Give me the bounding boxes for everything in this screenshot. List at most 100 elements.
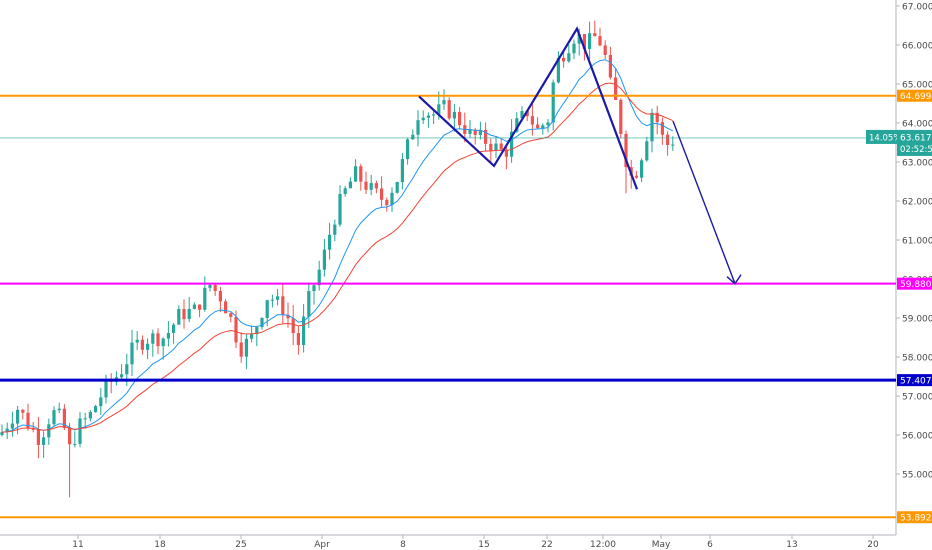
candle-body[interactable] [406, 139, 410, 160]
candle-body[interactable] [432, 114, 436, 116]
candle-body[interactable] [276, 296, 280, 300]
candle-body[interactable] [338, 193, 342, 225]
candle-body[interactable] [645, 141, 649, 161]
candle-body[interactable] [31, 428, 35, 430]
candle-body[interactable] [140, 339, 144, 350]
candle-body[interactable] [520, 110, 524, 119]
candle-body[interactable] [400, 159, 404, 183]
candle-body[interactable] [239, 342, 243, 357]
candle-body[interactable] [26, 412, 30, 429]
candle-body[interactable] [494, 143, 498, 151]
candle-body[interactable] [489, 143, 493, 151]
candle-body[interactable] [582, 34, 586, 49]
candle-body[interactable] [390, 192, 394, 206]
candle-body[interactable] [634, 175, 638, 178]
candle-body[interactable] [499, 143, 503, 150]
candle-body[interactable] [328, 234, 332, 250]
candle-body[interactable] [312, 285, 316, 292]
candle-body[interactable] [525, 110, 529, 117]
candle-body[interactable] [655, 112, 659, 123]
candle-body[interactable] [666, 134, 670, 145]
m-pattern-drawing[interactable] [418, 26, 639, 190]
candle-body[interactable] [478, 129, 482, 135]
plot-area[interactable] [0, 0, 896, 550]
candle-body[interactable] [5, 428, 9, 433]
candle-body[interactable] [203, 287, 207, 310]
candle-body[interactable] [437, 104, 441, 115]
candle-body[interactable] [354, 166, 358, 182]
candle-body[interactable] [187, 308, 191, 320]
candle-body[interactable] [458, 111, 462, 126]
candle-body[interactable] [99, 397, 103, 407]
candle-body[interactable] [307, 291, 311, 317]
candle-body[interactable] [546, 122, 550, 126]
candle-body[interactable] [270, 299, 274, 301]
candle-body[interactable] [608, 54, 612, 78]
candle-body[interactable] [182, 309, 186, 320]
candle-body[interactable] [229, 313, 233, 317]
candle-body[interactable] [172, 324, 176, 333]
candle-body[interactable] [530, 116, 534, 125]
candle-body[interactable] [286, 314, 290, 319]
candle-body[interactable] [208, 284, 212, 288]
candle-body[interactable] [135, 339, 139, 343]
candle-body[interactable] [416, 120, 420, 135]
candle-body[interactable] [442, 100, 446, 105]
candle-body[interactable] [177, 309, 181, 325]
candle-body[interactable] [166, 332, 170, 339]
projection-arrow-line[interactable] [672, 120, 736, 284]
candle-body[interactable] [62, 408, 66, 428]
candle-body[interactable] [317, 269, 321, 286]
candle-body[interactable] [16, 409, 20, 424]
candle-body[interactable] [161, 338, 165, 347]
candle-body[interactable] [556, 57, 560, 83]
candle-body[interactable] [562, 57, 566, 62]
candle-body[interactable] [588, 33, 592, 49]
candle-body[interactable] [224, 301, 228, 314]
candle-body[interactable] [484, 129, 488, 144]
candle-body[interactable] [73, 443, 77, 445]
candle-body[interactable] [78, 418, 82, 444]
candle-body[interactable] [369, 183, 373, 190]
candle-body[interactable] [151, 333, 155, 344]
candle-body[interactable] [640, 160, 644, 178]
candle-body[interactable] [130, 342, 134, 365]
candle-body[interactable] [57, 408, 61, 411]
candle-body[interactable] [104, 379, 108, 398]
candle-body[interactable] [244, 338, 248, 357]
candle-body[interactable] [88, 412, 92, 419]
candle-body[interactable] [510, 131, 514, 157]
candle-body[interactable] [515, 118, 519, 132]
candle-body[interactable] [333, 224, 337, 235]
candle-body[interactable] [260, 318, 264, 328]
candle-body[interactable] [213, 284, 217, 291]
candle-body[interactable] [234, 316, 238, 343]
candle-body[interactable] [146, 343, 150, 350]
candle-body[interactable] [322, 249, 326, 270]
candle-body[interactable] [598, 36, 602, 46]
candle-body[interactable] [343, 188, 347, 194]
candle-body[interactable] [52, 410, 56, 425]
candle-body[interactable] [83, 418, 87, 420]
candle-body[interactable] [614, 77, 618, 100]
candle-body[interactable] [603, 45, 607, 55]
candle-body[interactable] [395, 182, 399, 193]
candle-body[interactable] [650, 112, 654, 142]
candle-body[interactable] [21, 409, 25, 413]
candle-body[interactable] [577, 34, 581, 44]
candle-body[interactable] [94, 406, 98, 413]
candle-body[interactable] [255, 327, 259, 335]
candle-body[interactable] [10, 423, 14, 429]
candle-body[interactable] [504, 149, 508, 157]
candle-body[interactable] [281, 296, 285, 315]
candle-body[interactable] [421, 117, 425, 121]
candle-body[interactable] [42, 437, 46, 445]
candle-body[interactable] [156, 333, 160, 347]
candle-body[interactable] [302, 316, 306, 346]
candle-body[interactable] [551, 82, 555, 123]
candle-body[interactable] [468, 129, 472, 134]
candle-body[interactable] [541, 125, 545, 129]
candle-body[interactable] [359, 166, 363, 182]
candle-body[interactable] [192, 304, 196, 309]
